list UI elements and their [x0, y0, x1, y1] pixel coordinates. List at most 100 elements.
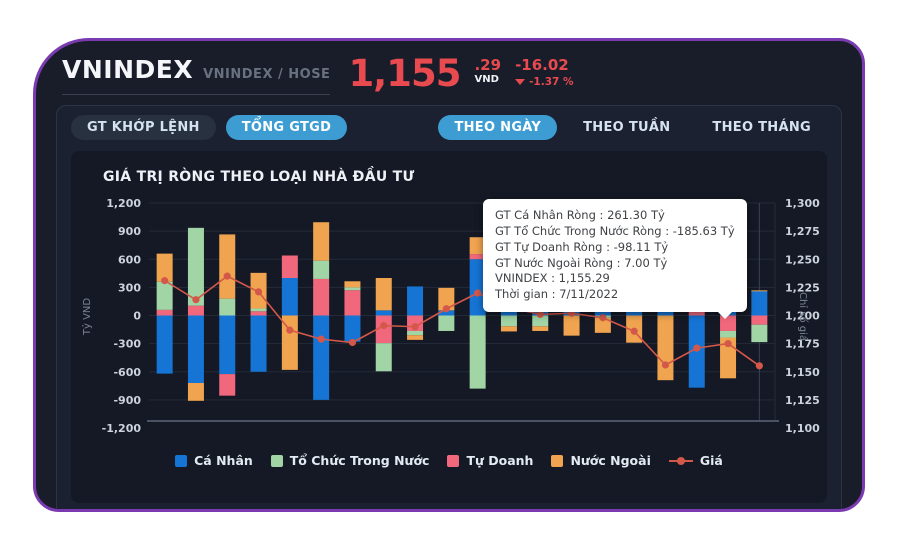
symbol-subtitle: VNINDEX / HOSE [203, 67, 331, 82]
legend-item-nước-ngoài[interactable]: Nước Ngoài [551, 453, 651, 468]
tab-bar: GT KHỚP LỆNH TỔNG GTGD THEO NGÀY THEO TUẦN… [57, 106, 841, 149]
bar-segment-cá-nhân[interactable] [375, 310, 392, 316]
price-point[interactable] [254, 288, 263, 296]
bar-segment-tự-doanh[interactable] [344, 290, 361, 316]
bar-segment-tự-doanh[interactable] [250, 311, 267, 316]
tab-left-0[interactable]: GT KHỚP LỆNH [71, 115, 216, 140]
bar-segment-nước-ngoài[interactable] [594, 317, 611, 333]
price-point[interactable] [599, 314, 607, 322]
bar-segment-nước-ngoài[interactable] [219, 234, 236, 299]
y-right-tick: 1,100 [785, 422, 820, 435]
bar-segment-cá-nhân[interactable] [407, 286, 424, 316]
bar-segment-nước-ngoài[interactable] [375, 278, 392, 311]
bar-segment-nước-ngoài[interactable] [751, 290, 768, 292]
bar-segment-nước-ngoài[interactable] [720, 337, 737, 379]
price-point[interactable] [317, 335, 325, 343]
bar-segment-tổ-chức-trong-nước[interactable] [375, 343, 392, 372]
tab-left-1[interactable]: TỔNG GTGD [225, 115, 348, 140]
bar-segment-tổ-chức-trong-nước[interactable] [407, 330, 424, 336]
bar-segment-tự-doanh[interactable] [720, 315, 737, 331]
legend-label: Nước Ngoài [570, 453, 651, 468]
bar-segment-tổ-chức-trong-nước[interactable] [751, 324, 768, 343]
price-point[interactable] [286, 326, 294, 334]
bar-segment-nước-ngoài[interactable] [156, 253, 173, 282]
legend-label: Tổ Chức Trong Nước [289, 453, 430, 468]
bar-segment-cá-nhân[interactable] [469, 259, 486, 316]
tab-group-period: THEO NGÀY THEO TUẦN THEO THÁNG [438, 115, 827, 140]
y-left-tick: -1,200 [102, 422, 142, 435]
bar-segment-tự-doanh[interactable] [375, 315, 392, 344]
legend-item-giá[interactable]: Giá [668, 453, 723, 468]
bar-segment-tổ-chức-trong-nước[interactable] [344, 287, 361, 291]
bar-segment-nước-ngoài[interactable] [407, 335, 424, 340]
widget-frame: VNINDEX VNINDEX / HOSE 1,155 .29 VND -16… [33, 38, 865, 512]
bar-segment-cá-nhân[interactable] [344, 315, 361, 342]
bar-segment-nước-ngoài[interactable] [657, 315, 674, 381]
bar-segment-tự-doanh[interactable] [281, 255, 298, 279]
bar-segment-nước-ngoài[interactable] [469, 237, 486, 255]
bar-segment-tự-doanh[interactable] [313, 278, 330, 316]
bar-segment-tự-doanh[interactable] [219, 374, 236, 396]
bar-segment-cá-nhân[interactable] [751, 291, 768, 316]
legend: Cá Nhân Tổ Chức Trong Nước Tự Doanh Nước Ng… [85, 453, 813, 468]
bar-segment-nước-ngoài[interactable] [500, 326, 517, 332]
legend-item-tổ-chức-trong-nước[interactable]: Tổ Chức Trong Nước [270, 453, 430, 468]
legend-label: Giá [699, 453, 723, 468]
price-point[interactable] [693, 344, 701, 352]
legend-color-swatch [447, 454, 460, 467]
y-left-tick: 0 [133, 310, 141, 323]
tab-right-2[interactable]: THEO THÁNG [712, 120, 811, 135]
bar-segment-cá-nhân[interactable] [187, 315, 204, 384]
legend-label: Cá Nhân [194, 453, 253, 468]
chart-card: GT KHỚP LỆNH TỔNG GTGD THEO NGÀY THEO TUẦN… [56, 105, 842, 509]
bar-segment-cá-nhân[interactable] [313, 315, 330, 400]
bar-segment-tự-doanh[interactable] [751, 315, 768, 325]
bar-segment-nước-ngoài[interactable] [313, 222, 330, 261]
bar-segment-tổ-chức-trong-nước[interactable] [219, 298, 236, 316]
price-point[interactable] [223, 272, 231, 280]
bar-segment-nước-ngoài[interactable] [563, 315, 580, 336]
bar-segment-tổ-chức-trong-nước[interactable] [500, 315, 517, 327]
y-left-tick: 900 [118, 225, 141, 238]
price-point[interactable] [630, 327, 638, 335]
bar-segment-cá-nhân[interactable] [438, 310, 455, 316]
price-point[interactable] [411, 323, 419, 331]
price-point[interactable] [380, 322, 388, 330]
tab-right-0[interactable]: THEO NGÀY [438, 115, 558, 140]
bar-segment-cá-nhân[interactable] [156, 315, 173, 374]
price-point[interactable] [755, 362, 763, 370]
y-right-tick: 1,275 [785, 225, 820, 238]
bar-segment-nước-ngoài[interactable] [532, 326, 549, 331]
bar-segment-nước-ngoài[interactable] [281, 315, 298, 370]
bar-segment-tổ-chức-trong-nước[interactable] [469, 315, 486, 389]
price-point[interactable] [724, 340, 732, 348]
bar-segment-tự-doanh[interactable] [187, 305, 204, 316]
bar-segment-tổ-chức-trong-nước[interactable] [313, 260, 330, 279]
bar-segment-tổ-chức-trong-nước[interactable] [532, 315, 549, 327]
bar-segment-tổ-chức-trong-nước[interactable] [250, 308, 267, 312]
price-point[interactable] [474, 289, 482, 297]
bar-segment-tổ-chức-trong-nước[interactable] [720, 330, 737, 338]
legend-item-cá-nhân[interactable]: Cá Nhân [175, 453, 253, 468]
price-block: 1,155 .29 VND -16.02 -1.37 % [348, 55, 573, 92]
bar-segment-tổ-chức-trong-nước[interactable] [438, 315, 455, 331]
legend-item-tự-doanh[interactable]: Tự Doanh [447, 453, 533, 468]
bar-segment-nước-ngoài[interactable] [344, 281, 361, 288]
tab-right-1[interactable]: THEO TUẦN [583, 120, 671, 135]
bar-segment-tự-doanh[interactable] [469, 254, 486, 260]
y-axis-right-label: Chỉ số giá [796, 291, 808, 342]
price-point[interactable] [161, 277, 169, 285]
bar-segment-tổ-chức-trong-nước[interactable] [187, 227, 204, 306]
bar-segment-cá-nhân[interactable] [281, 278, 298, 316]
bar-segment-nước-ngoài[interactable] [438, 287, 455, 311]
bar-segment-nước-ngoài[interactable] [187, 383, 204, 401]
price-point[interactable] [661, 361, 670, 369]
price-point[interactable] [192, 296, 200, 304]
bar-segment-cá-nhân[interactable] [250, 315, 267, 372]
price-point[interactable] [536, 310, 544, 318]
price-point[interactable] [348, 338, 357, 347]
bar-segment-tổ-chức-trong-nước[interactable] [156, 281, 173, 310]
bar-segment-tự-doanh[interactable] [156, 309, 173, 316]
bar-segment-cá-nhân[interactable] [219, 315, 236, 375]
price-point[interactable] [442, 305, 450, 313]
